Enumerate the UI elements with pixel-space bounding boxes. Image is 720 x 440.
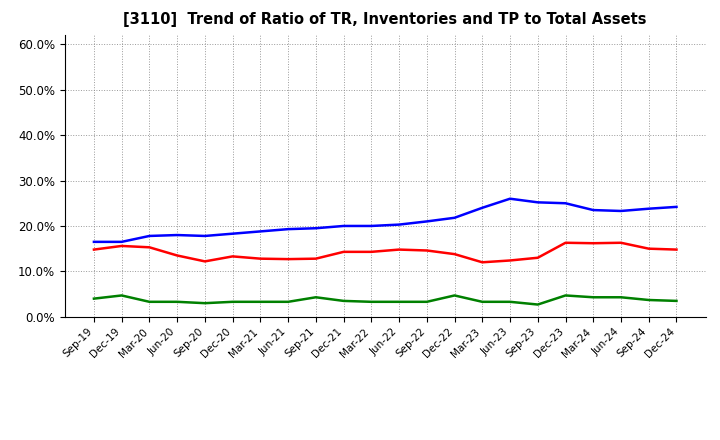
Inventories xyxy=(478,205,487,210)
Trade Receivables xyxy=(89,247,98,252)
Trade Payables xyxy=(478,299,487,304)
Trade Receivables xyxy=(256,256,265,261)
Inventories xyxy=(589,207,598,213)
Inventories xyxy=(395,222,403,227)
Trade Payables xyxy=(228,299,237,304)
Trade Receivables xyxy=(201,259,210,264)
Trade Receivables xyxy=(312,256,320,261)
Inventories xyxy=(201,233,210,238)
Trade Payables xyxy=(201,301,210,306)
Inventories xyxy=(339,224,348,229)
Inventories xyxy=(423,219,431,224)
Trade Payables xyxy=(644,297,653,303)
Trade Receivables xyxy=(339,249,348,254)
Inventories xyxy=(561,201,570,206)
Inventories xyxy=(228,231,237,236)
Inventories xyxy=(534,200,542,205)
Inventories xyxy=(145,233,154,238)
Trade Payables xyxy=(616,295,625,300)
Trade Receivables xyxy=(395,247,403,252)
Trade Payables xyxy=(423,299,431,304)
Line: Trade Payables: Trade Payables xyxy=(94,295,677,304)
Trade Receivables xyxy=(616,240,625,246)
Inventories xyxy=(312,226,320,231)
Trade Payables xyxy=(589,295,598,300)
Trade Receivables xyxy=(228,254,237,259)
Trade Payables xyxy=(505,299,514,304)
Inventories xyxy=(616,208,625,213)
Inventories xyxy=(505,196,514,202)
Trade Payables xyxy=(395,299,403,304)
Trade Receivables xyxy=(173,253,181,258)
Trade Receivables xyxy=(589,241,598,246)
Inventories xyxy=(89,239,98,245)
Trade Payables xyxy=(450,293,459,298)
Inventories xyxy=(117,239,126,245)
Title: [3110]  Trend of Ratio of TR, Inventories and TP to Total Assets: [3110] Trend of Ratio of TR, Inventories… xyxy=(123,12,647,27)
Trade Payables xyxy=(173,299,181,304)
Trade Payables xyxy=(367,299,376,304)
Trade Payables xyxy=(284,299,292,304)
Trade Payables xyxy=(312,295,320,300)
Inventories xyxy=(284,227,292,232)
Inventories xyxy=(672,204,681,209)
Trade Receivables xyxy=(672,247,681,252)
Trade Receivables xyxy=(534,255,542,260)
Trade Receivables xyxy=(644,246,653,251)
Trade Payables xyxy=(89,296,98,301)
Line: Trade Receivables: Trade Receivables xyxy=(94,243,677,262)
Trade Receivables xyxy=(450,252,459,257)
Inventories xyxy=(644,206,653,211)
Trade Receivables xyxy=(367,249,376,254)
Trade Payables xyxy=(561,293,570,298)
Inventories xyxy=(256,229,265,234)
Trade Receivables xyxy=(423,248,431,253)
Line: Inventories: Inventories xyxy=(94,199,677,242)
Trade Receivables xyxy=(478,260,487,265)
Trade Payables xyxy=(339,298,348,304)
Trade Receivables xyxy=(561,240,570,246)
Inventories xyxy=(173,232,181,238)
Trade Receivables xyxy=(505,258,514,263)
Inventories xyxy=(367,224,376,229)
Inventories xyxy=(450,215,459,220)
Trade Payables xyxy=(145,299,154,304)
Trade Payables xyxy=(117,293,126,298)
Trade Receivables xyxy=(145,245,154,250)
Trade Payables xyxy=(534,302,542,307)
Trade Payables xyxy=(672,298,681,304)
Trade Payables xyxy=(256,299,265,304)
Trade Receivables xyxy=(284,257,292,262)
Trade Receivables xyxy=(117,243,126,249)
